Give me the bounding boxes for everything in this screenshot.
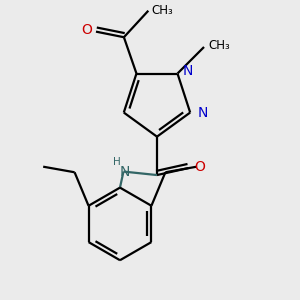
Text: H: H [113, 158, 121, 167]
Text: CH₃: CH₃ [208, 39, 230, 52]
Text: CH₃: CH₃ [151, 4, 173, 17]
Text: N: N [182, 64, 193, 78]
Text: O: O [81, 23, 92, 37]
Text: N: N [197, 106, 208, 119]
Text: N: N [120, 165, 130, 178]
Text: O: O [194, 160, 205, 174]
